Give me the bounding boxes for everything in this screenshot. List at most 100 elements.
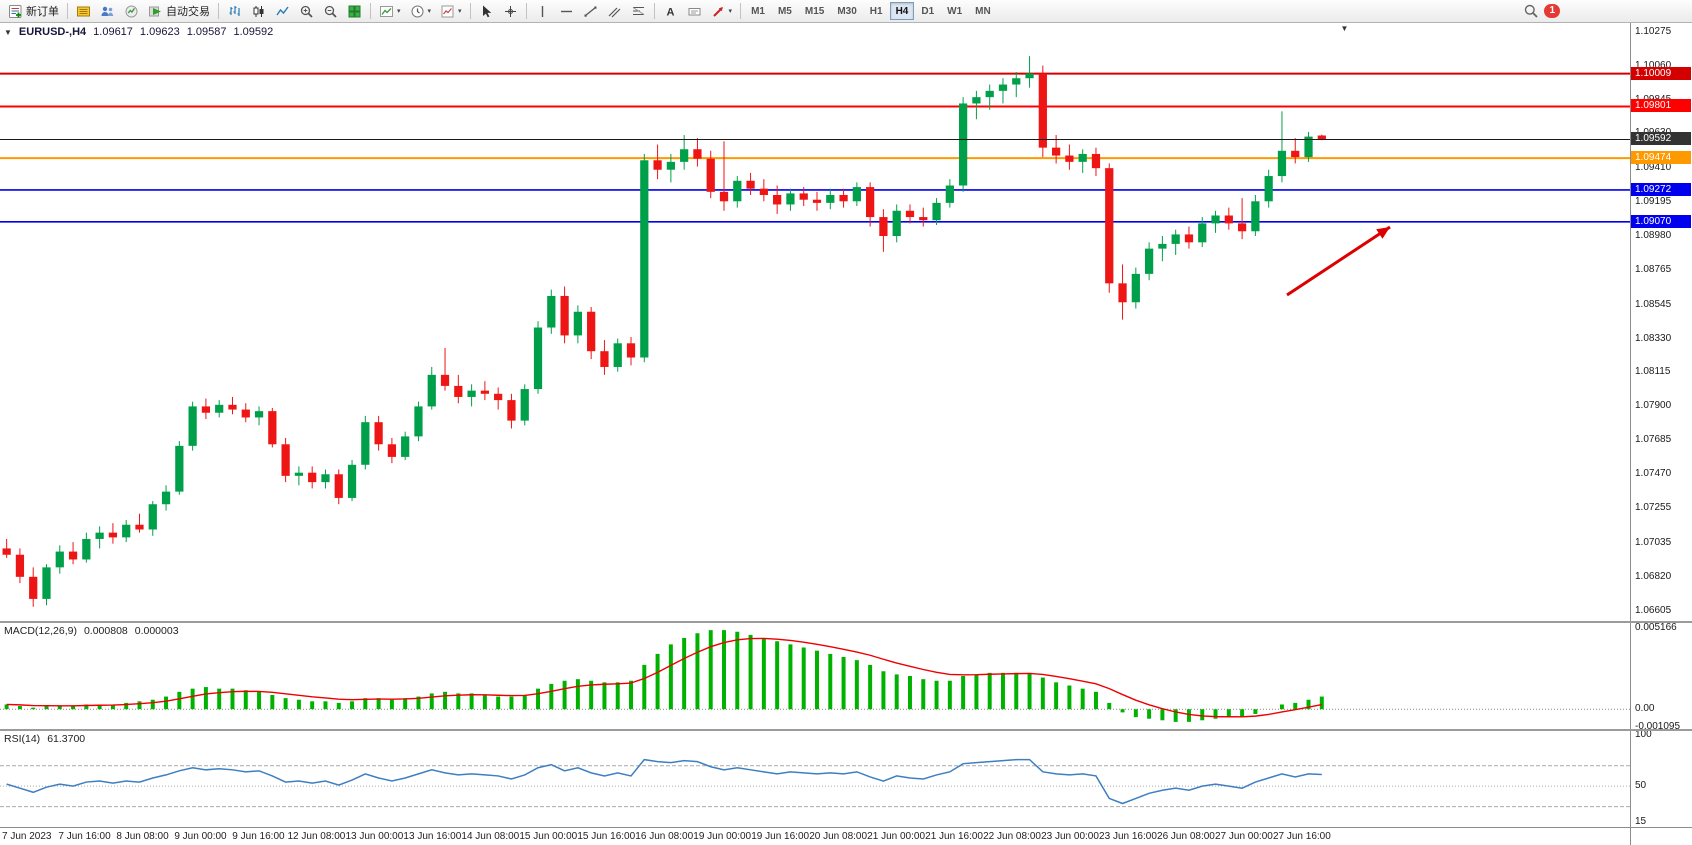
price-panel: ▼ EURUSD-,H4 1.09617 1.09623 1.09587 1.0… <box>0 23 1692 621</box>
macd-axis[interactable]: 0.005166 0.00 -0.001095 <box>1630 623 1692 729</box>
zoom-out-button[interactable] <box>319 1 342 21</box>
auto-trading-icon <box>149 6 161 16</box>
signals-button[interactable] <box>96 1 119 21</box>
timeframe-button-M5[interactable]: M5 <box>772 2 798 20</box>
time-axis-label: 26 Jun 08:00 <box>1157 831 1215 842</box>
periods-button[interactable]: ▾ <box>406 1 436 21</box>
price-axis-label: 1.10275 <box>1635 25 1672 37</box>
time-axis-label: 21 Jun 00:00 <box>867 831 926 842</box>
price-axis-label: 1.07035 <box>1635 536 1672 548</box>
toolbar-search-button[interactable] <box>1519 1 1543 21</box>
text-button[interactable]: A <box>659 1 682 21</box>
horizontal-line-button[interactable] <box>555 1 578 21</box>
panel-splitter[interactable] <box>0 621 1692 623</box>
tile-windows-button[interactable] <box>343 1 366 21</box>
timeframe-button-H1[interactable]: H1 <box>864 2 889 20</box>
new-order-icon <box>9 4 22 18</box>
auto-trading-label: 自动交易 <box>166 6 210 18</box>
macd-chart[interactable]: MACD(12,26,9) 0.000808 0.000003 <box>0 623 1630 729</box>
crosshair-button[interactable] <box>499 1 522 21</box>
ohlc-open: 1.09617 <box>93 26 133 38</box>
time-axis-label: 27 Jun 16:00 <box>1272 831 1331 842</box>
toolbar-separator <box>370 3 371 19</box>
axis-corner <box>1630 828 1692 845</box>
price-axis[interactable]: 1.102751.100601.098451.096301.094101.091… <box>1630 23 1692 621</box>
template-icon <box>441 5 454 17</box>
annotation-arrow[interactable] <box>1286 225 1391 297</box>
vertical-line-icon <box>541 5 543 17</box>
zoom-in-icon <box>300 5 313 18</box>
dropdown-caret-icon: ▾ <box>458 7 462 15</box>
timeframe-button-M1[interactable]: M1 <box>745 2 771 20</box>
chart-shift-marker-icon[interactable]: ▼ <box>1340 24 1349 33</box>
auto-trading-button[interactable]: 自动交易 <box>144 1 214 21</box>
collapse-triangle-icon[interactable]: ▼ <box>4 27 12 37</box>
toolbar-separator <box>653 3 655 19</box>
channel-button[interactable] <box>603 1 626 21</box>
new-order-button[interactable]: 新订单 <box>4 1 63 21</box>
channel-icon <box>608 7 620 17</box>
templates-button[interactable]: ▾ <box>436 1 466 21</box>
candlestick-chart-button[interactable] <box>247 1 270 21</box>
time-axis-label: 7 Jun 2023 <box>2 831 52 842</box>
timeframe-button-H4[interactable]: H4 <box>889 2 915 20</box>
price-axis-label: 1.07470 <box>1635 468 1672 480</box>
indicators-button[interactable]: ▾ <box>375 1 405 21</box>
horizontal-line-icon <box>560 10 572 12</box>
timeframe-button-M15[interactable]: M15 <box>799 2 830 20</box>
notification-badge[interactable]: 1 <box>1544 4 1560 18</box>
price-chart[interactable]: ▼ EURUSD-,H4 1.09617 1.09623 1.09587 1.0… <box>0 23 1630 621</box>
timeframe-button-M30[interactable]: M30 <box>831 2 862 20</box>
price-axis-label: 1.06820 <box>1635 570 1672 582</box>
price-badge: 1.09801 <box>1631 99 1691 113</box>
price-axis-label: 1.08545 <box>1635 298 1672 310</box>
time-axis-label: 15 Jun 16:00 <box>577 831 636 842</box>
timeframe-button-D1[interactable]: D1 <box>915 2 940 20</box>
time-axis[interactable]: 7 Jun 2023 7 Jun 16:00 8 Jun 08:00 9 Jun 00… <box>0 828 1630 845</box>
time-axis-label: 9 Jun 16:00 <box>232 831 285 842</box>
zoom-out-icon <box>324 5 337 18</box>
macd-chart-svg <box>0 630 1630 722</box>
new-order-label: 新订单 <box>26 6 59 18</box>
rsi-chart[interactable]: RSI(14) 61.3700 <box>0 731 1630 827</box>
time-axis-label: 27 Jun 00:00 <box>1214 831 1273 842</box>
price-axis-label: 1.09845 <box>1635 94 1671 105</box>
text-label-button[interactable] <box>683 1 706 21</box>
annotation-arrowhead <box>1376 227 1390 239</box>
time-axis-label: 9 Jun 00:00 <box>174 831 227 842</box>
rsi-label-row: RSI(14) 61.3700 <box>4 733 85 745</box>
bar-chart-button[interactable] <box>223 1 246 21</box>
candlestick-icon <box>253 5 264 17</box>
macd-main-value: 0.000808 <box>83 625 128 637</box>
trendline-icon <box>584 6 597 17</box>
vertical-line-button[interactable] <box>531 1 554 21</box>
timeframe-button-W1[interactable]: W1 <box>941 2 968 20</box>
time-axis-label: 23 Jun 16:00 <box>1099 831 1157 842</box>
signals-people-icon <box>101 6 114 16</box>
time-axis-label: 16 Jun 08:00 <box>635 831 694 842</box>
market-watch-button[interactable] <box>72 1 95 21</box>
price-badge: 1.09070 <box>1631 214 1691 228</box>
market-button[interactable] <box>120 1 143 21</box>
timeframe-button-MN[interactable]: MN <box>969 2 997 20</box>
trendline-button[interactable] <box>579 1 602 21</box>
text-label-icon <box>688 7 701 15</box>
time-axis-label: 15 Jun 00:00 <box>519 831 578 842</box>
price-badge: 1.09272 <box>1631 182 1691 196</box>
cursor-button[interactable] <box>475 1 498 21</box>
price-axis-label: 1.07900 <box>1635 400 1672 412</box>
rsi-axis[interactable]: 100 50 15 <box>1630 731 1692 827</box>
macd-axis-label: -0.001095 <box>1635 720 1681 729</box>
price-axis-label: 1.09410 <box>1635 162 1672 174</box>
panel-splitter[interactable] <box>0 729 1692 731</box>
macd-name: MACD(12,26,9) <box>4 625 77 637</box>
time-axis-label: 12 Jun 08:00 <box>287 831 346 842</box>
time-axis-label: 23 Jun 00:00 <box>1041 831 1099 842</box>
line-chart-button[interactable] <box>271 1 294 21</box>
time-axis-label: 13 Jun 00:00 <box>345 831 404 842</box>
time-axis-label: 19 Jun 00:00 <box>693 831 752 842</box>
arrows-button[interactable]: ▾ <box>707 1 737 21</box>
fibonacci-button[interactable] <box>627 1 650 21</box>
dropdown-caret-icon: ▾ <box>397 7 401 15</box>
zoom-in-button[interactable] <box>295 1 318 21</box>
